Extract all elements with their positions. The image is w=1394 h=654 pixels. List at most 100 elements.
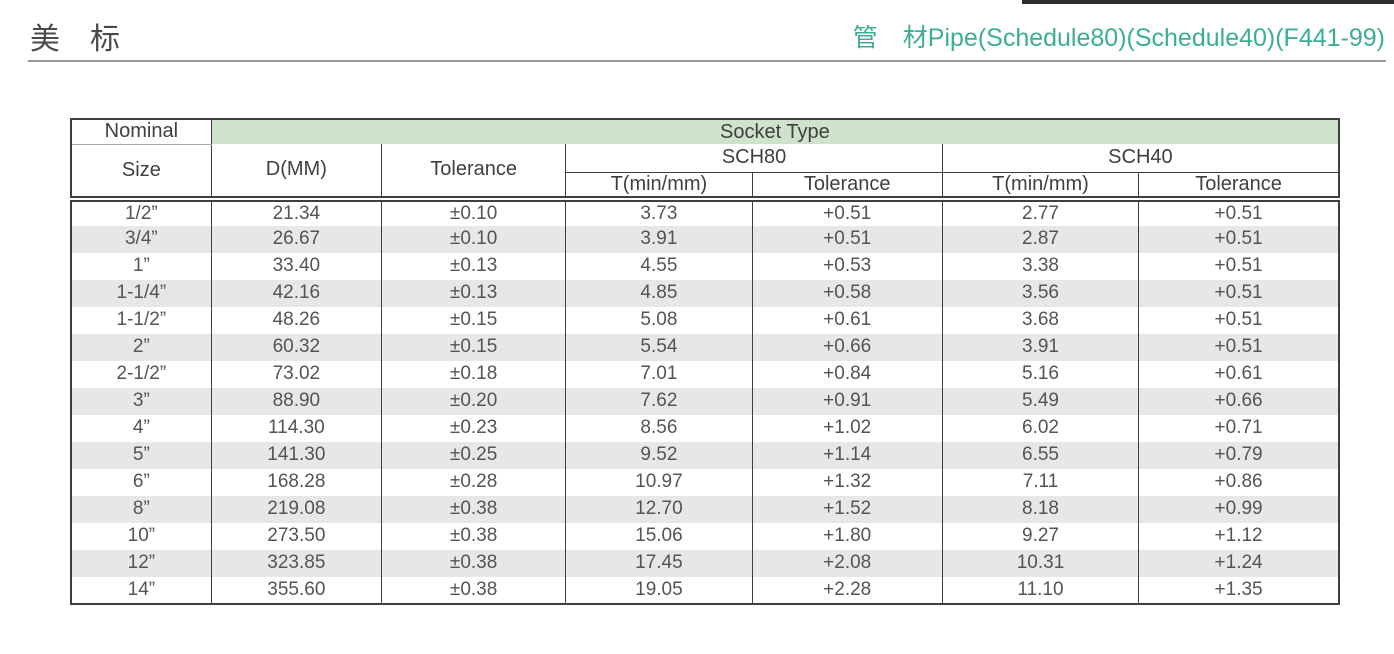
- table-cell: 88.90: [211, 387, 382, 415]
- table-cell: +0.71: [1214, 417, 1263, 438]
- table-cell: 4”: [71, 414, 212, 442]
- header-divider: [28, 60, 1386, 62]
- table-cell: 273.50: [211, 522, 382, 550]
- table-row: 1” 33.40 ±0.13 4.55 +0.53 3.38 +0.51: [71, 252, 1339, 280]
- table-cell: 114.30: [211, 414, 382, 442]
- table-row: 10” 273.50 ±0.38 15.06 +1.80 9.27 +1.12: [71, 522, 1339, 550]
- table-cell: 3.56: [942, 279, 1140, 307]
- table-cell: 1-1/2”: [71, 306, 212, 334]
- cropped-element-edge: [1022, 0, 1394, 4]
- table-cell: 6.55: [942, 441, 1140, 469]
- table-row: 3” 88.90 ±0.20 7.62 +0.91 5.49 +0.66: [71, 387, 1339, 415]
- table-row: 12” 323.85 ±0.38 17.45 +2.08 10.31 +1.24: [71, 549, 1339, 577]
- table-cell: 4.85: [565, 279, 753, 307]
- table-cell: 1/2”: [71, 198, 212, 226]
- table-cell: +0.86: [1214, 471, 1263, 492]
- table-cell: +0.51: [1214, 228, 1263, 249]
- table-cell: ±0.15: [381, 333, 567, 361]
- table-cell: 323.85: [211, 549, 382, 577]
- table-cell: +0.66: [1214, 390, 1263, 411]
- table-cell: +0.51: [1214, 255, 1263, 276]
- table-row: 14” 355.60 ±0.38 19.05 +2.28 11.10 +1.35: [71, 576, 1339, 604]
- table-cell: +0.58: [752, 279, 943, 307]
- table-cell: +0.84: [752, 360, 943, 388]
- table-row: 1/2” 21.34 ±0.10 3.73 +0.51 2.77 +0.51: [71, 198, 1339, 226]
- table-cell: ±0.10: [381, 198, 567, 226]
- table-cell: 5.54: [565, 333, 753, 361]
- table-cell: +2.08: [752, 549, 943, 577]
- table-row: 8” 219.08 ±0.38 12.70 +1.52 8.18 +0.99: [71, 495, 1339, 523]
- table-cell: 3.68: [942, 306, 1140, 334]
- table-cell: 6.02: [942, 414, 1140, 442]
- table-cell: 8.56: [565, 414, 753, 442]
- table-row: 6” 168.28 ±0.28 10.97 +1.32 7.11 +0.86: [71, 468, 1339, 496]
- header-sch80-t-min: T(min/mm): [565, 172, 753, 202]
- table-cell: 42.16: [211, 279, 382, 307]
- table-cell: 3.38: [942, 252, 1140, 280]
- table-cell: 33.40: [211, 252, 382, 280]
- table-row: 3/4” 26.67 ±0.10 3.91 +0.51 2.87 +0.51: [71, 225, 1339, 253]
- header-d-mm: D(MM): [211, 144, 382, 202]
- table-cell: +0.51: [752, 198, 943, 226]
- table-cell: 7.62: [565, 387, 753, 415]
- table-cell: 1”: [71, 252, 212, 280]
- header-sch40-tolerance: Tolerance: [1138, 172, 1339, 202]
- table-cell: ±0.38: [381, 495, 567, 523]
- table-cell: +0.61: [1214, 363, 1263, 384]
- table-cell: 10.31: [942, 549, 1140, 577]
- table-cell: ±0.38: [381, 576, 567, 604]
- table-cell: 48.26: [211, 306, 382, 334]
- table-cell: 11.10: [942, 576, 1140, 604]
- header-row-1: Nominal Socket Type: [71, 119, 1339, 145]
- pipe-spec-table: Nominal Socket Type Size D(MM) Tolerance…: [70, 118, 1340, 605]
- table-cell: 355.60: [211, 576, 382, 604]
- table-cell: ±0.23: [381, 414, 567, 442]
- table-cell: +1.80: [752, 522, 943, 550]
- table-cell: 14”: [71, 576, 212, 604]
- table-cell: 1-1/4”: [71, 279, 212, 307]
- table-cell: ±0.13: [381, 252, 567, 280]
- table-cell: 8”: [71, 495, 212, 523]
- header-socket-type: Socket Type: [211, 119, 1339, 144]
- table-cell: ±0.15: [381, 306, 567, 334]
- table-cell: +1.32: [752, 468, 943, 496]
- table-cell: +1.12: [1214, 525, 1263, 546]
- table-cell: 9.52: [565, 441, 753, 469]
- table-cell: +0.51: [1214, 202, 1263, 224]
- table-cell: 168.28: [211, 468, 382, 496]
- table-cell: +0.79: [1214, 444, 1263, 465]
- table-body: 1/2” 21.34 ±0.10 3.73 +0.51 2.77 +0.51 3/4” 26.6…: [71, 198, 1339, 604]
- table-cell: 5.49: [942, 387, 1140, 415]
- table-cell: 5.16: [942, 360, 1140, 388]
- table-cell: 12”: [71, 549, 212, 577]
- table-row: 2” 60.32 ±0.15 5.54 +0.66 3.91 +0.51: [71, 333, 1339, 361]
- table-cell: ±0.38: [381, 549, 567, 577]
- table-cell: 26.67: [211, 225, 382, 253]
- page-title: 美 标: [30, 23, 120, 56]
- table-cell: 7.01: [565, 360, 753, 388]
- page-subtitle: 管 材Pipe(Schedule80)(Schedule40)(F441-99): [852, 24, 1385, 52]
- table-cell: 219.08: [211, 495, 382, 523]
- table-cell: +1.02: [752, 414, 943, 442]
- header-d-tolerance: Tolerance: [381, 144, 567, 202]
- table-cell: 60.32: [211, 333, 382, 361]
- table-cell: +0.91: [752, 387, 943, 415]
- table-cell: ±0.10: [381, 225, 567, 253]
- table-cell: 9.27: [942, 522, 1140, 550]
- table-cell: +0.53: [752, 252, 943, 280]
- table-row: 1-1/2” 48.26 ±0.15 5.08 +0.61 3.68 +0.51: [71, 306, 1339, 334]
- table-cell: 10.97: [565, 468, 753, 496]
- table-cell: 17.45: [565, 549, 753, 577]
- table-cell: +0.51: [752, 225, 943, 253]
- table-cell: 3.73: [565, 198, 753, 226]
- header-sch40-t-min: T(min/mm): [942, 172, 1140, 202]
- table-cell: +1.52: [752, 495, 943, 523]
- table-cell: 2.77: [942, 198, 1140, 226]
- table-cell: ±0.13: [381, 279, 567, 307]
- table-cell: 8.18: [942, 495, 1140, 523]
- table-cell: +2.28: [752, 576, 943, 604]
- table-cell: +0.61: [752, 306, 943, 334]
- header-sch40: SCH40: [942, 144, 1339, 173]
- table-row: 4” 114.30 ±0.23 8.56 +1.02 6.02 +0.71: [71, 414, 1339, 442]
